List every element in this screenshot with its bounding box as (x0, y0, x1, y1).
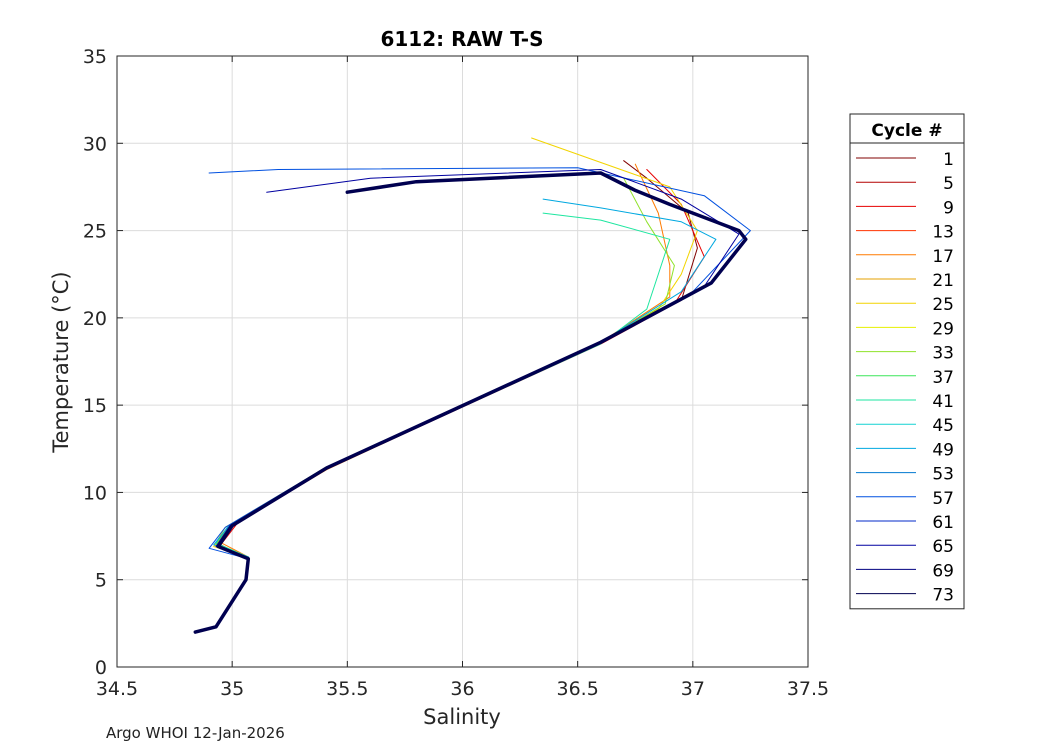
x-tick-label: 37 (681, 678, 705, 700)
legend-entry-label: 33 (932, 344, 954, 364)
legend-entry-label: 65 (932, 537, 954, 557)
legend-entry-label: 5 (943, 174, 954, 194)
y-tick-label: 0 (95, 657, 107, 679)
legend-box (849, 113, 965, 610)
legend-entry-label: 73 (932, 586, 954, 606)
legend-entry-label: 17 (932, 247, 954, 267)
chart-title: 6112: RAW T-S (380, 27, 543, 51)
x-tick-label: 34.5 (96, 678, 138, 700)
legend-entry-label: 61 (932, 513, 954, 533)
legend-entry-label: 21 (932, 271, 954, 291)
legend-entry-label: 25 (932, 295, 954, 315)
x-tick-label: 37.5 (787, 678, 829, 700)
x-tick-label: 35 (220, 678, 244, 700)
legend-entry-label: 1 (943, 150, 954, 170)
y-tick-label: 35 (83, 46, 107, 68)
x-axis-label: Salinity (423, 705, 501, 729)
legend-entry-label: 41 (932, 392, 954, 412)
y-tick-label: 30 (83, 133, 107, 155)
x-tick-label: 36 (450, 678, 474, 700)
legend-title: Cycle # (871, 121, 942, 141)
legend-entry-label: 13 (932, 223, 954, 243)
x-tick-label: 36.5 (557, 678, 599, 700)
y-axis-label: Temperature (°C) (49, 271, 73, 453)
y-tick-label: 25 (83, 221, 107, 243)
x-tick-label: 35.5 (326, 678, 368, 700)
legend-entry-label: 57 (932, 489, 954, 509)
y-tick-label: 20 (83, 308, 107, 330)
legend-entry-label: 37 (932, 368, 954, 388)
y-tick-label: 15 (83, 395, 107, 417)
plot-frame (116, 55, 809, 668)
series-line-cycle-73 (193, 171, 748, 634)
legend-entry-label: 9 (943, 198, 954, 218)
legend-entry-label: 69 (932, 561, 954, 581)
legend-entry-label: 45 (932, 416, 954, 436)
footer-credit: Argo WHOI 12-Jan-2026 (106, 724, 285, 742)
y-tick-label: 10 (83, 482, 107, 504)
legend-entry-label: 49 (932, 440, 954, 460)
legend-entry-label: 29 (932, 319, 954, 339)
legend-entry-label: 53 (932, 465, 954, 485)
y-tick-label: 5 (95, 570, 107, 592)
